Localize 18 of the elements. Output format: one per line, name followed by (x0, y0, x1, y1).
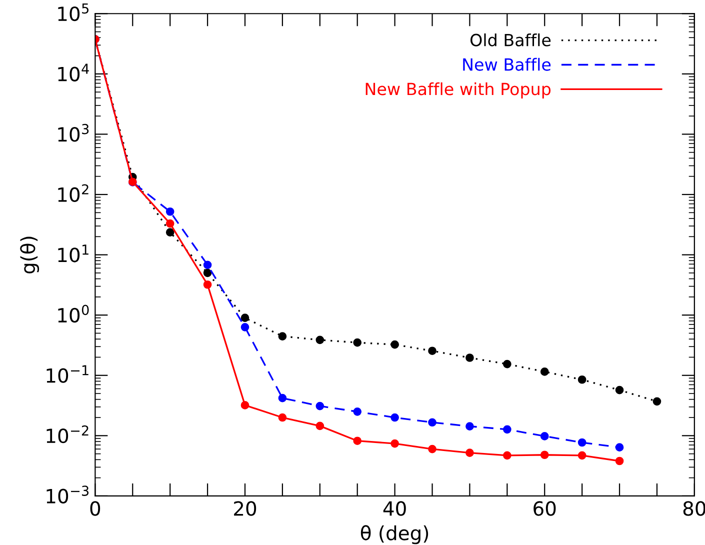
y-tick-label: 10$^{0}$ (58, 304, 89, 323)
y-tick-label: 10$^{2}$ (58, 184, 88, 202)
x-tick-label: 0 (90, 501, 100, 516)
y-tick-label: 10$^{−2}$ (46, 425, 88, 444)
y-tick-label: 10$^{4}$ (58, 64, 89, 82)
x-axis-title: θ (deg) (360, 525, 428, 544)
y-tick-label: 10$^{5}$ (58, 4, 88, 22)
text: New Baffle with Popup (366, 82, 551, 99)
y-tick-label: 10$^{−3}$ (46, 486, 89, 504)
legend-label: Old Baffle (470, 33, 551, 46)
y-tick-label: 10$^{3}$ (58, 124, 89, 142)
y-axis-title: g(θ) (20, 236, 40, 274)
x-tick-label: 60 (534, 501, 556, 516)
text: New Baffle (463, 58, 551, 71)
y-tick-label: 10$^{1}$ (58, 244, 88, 262)
y-tick-label: 10$^{−1}$ (46, 365, 88, 383)
x-tick-label: 40 (383, 501, 406, 516)
x-tick-label: 20 (234, 501, 256, 516)
